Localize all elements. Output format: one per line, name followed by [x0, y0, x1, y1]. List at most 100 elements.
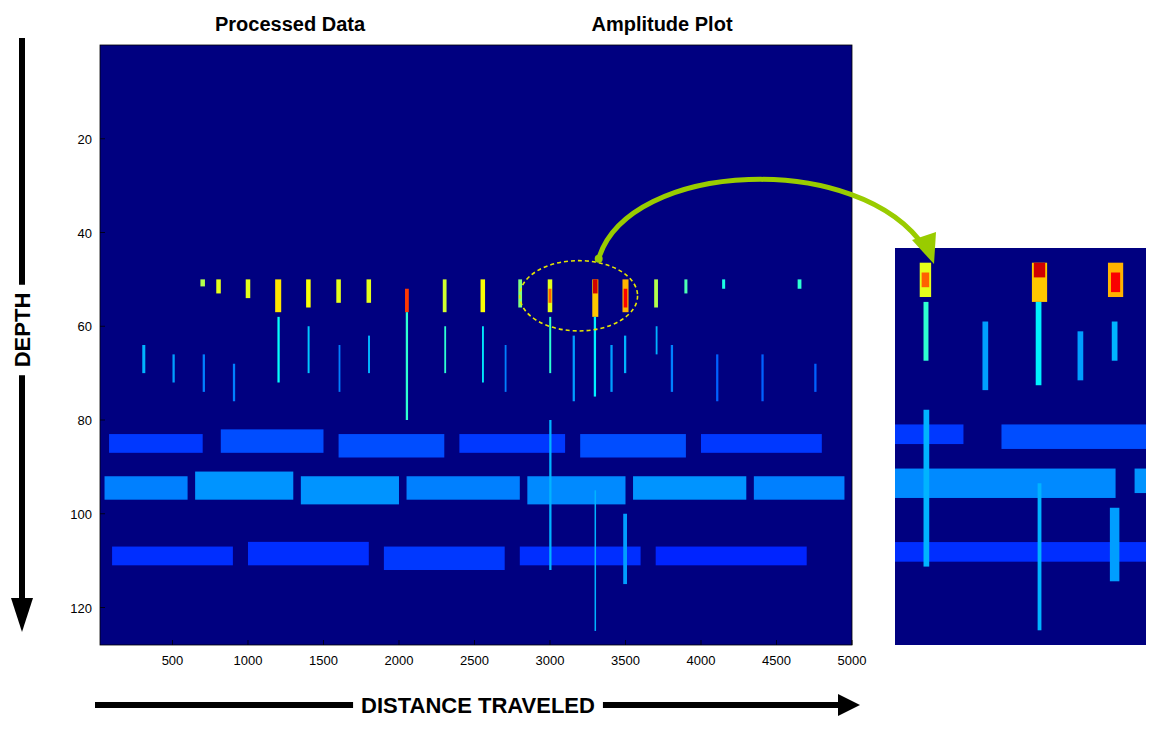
x-tick-label: 1000: [234, 653, 263, 668]
cell: [654, 279, 658, 307]
x-tick-label: 4500: [762, 653, 791, 668]
inset-cell: [1108, 263, 1123, 297]
cell: [549, 317, 551, 373]
cell: [142, 345, 145, 373]
x-tick: [474, 640, 475, 645]
zoom-arrow-head: [912, 232, 936, 264]
cell: [722, 279, 725, 288]
y-tick: [100, 232, 105, 233]
inset-cell: [1078, 331, 1084, 380]
inset-cell: [1001, 424, 1146, 449]
cell: [308, 326, 310, 373]
x-tick: [625, 640, 626, 645]
y-arrow-shaft: [19, 375, 25, 600]
cell: [368, 336, 370, 374]
cell: [549, 420, 551, 570]
cell: [407, 476, 520, 499]
cell: [172, 354, 174, 382]
inset-cell: [1032, 263, 1047, 302]
x-arrow-shaft: [95, 702, 353, 708]
cell: [754, 476, 845, 499]
y-tick: [100, 513, 105, 514]
y-arrow-head: [11, 598, 33, 632]
inset-cells: [895, 263, 1146, 631]
cell: [595, 490, 597, 631]
cell: [246, 279, 251, 298]
cell: [384, 547, 505, 570]
cell: [684, 279, 687, 293]
cell: [580, 434, 686, 457]
cell: [716, 354, 718, 401]
title: Processed Data: [215, 13, 366, 35]
cell: [624, 289, 628, 308]
highlight-ellipse: [520, 261, 638, 331]
cells: [105, 279, 845, 631]
y-tick-label: 60: [78, 319, 92, 334]
cell: [520, 547, 641, 566]
cell: [656, 547, 807, 566]
subtitle: Amplitude Plot: [591, 13, 732, 35]
cell: [548, 279, 553, 312]
y-tick: [100, 326, 105, 327]
cell: [339, 434, 445, 457]
cell: [336, 279, 341, 302]
cell: [624, 336, 626, 374]
x-tick-label: 5000: [838, 653, 867, 668]
cell: [798, 279, 802, 288]
cell: [248, 542, 369, 565]
plot-background: [100, 45, 852, 645]
cell: [275, 279, 281, 312]
inset-cell: [1038, 483, 1042, 630]
inset-cell: [920, 263, 931, 297]
x-tick-label: 1500: [309, 653, 338, 668]
cell: [593, 279, 598, 293]
cell: [623, 514, 627, 584]
zoom-arrow-start: [595, 255, 603, 263]
cell: [592, 279, 598, 317]
cell: [112, 547, 233, 566]
figure: 2040608010012050010001500200025003000350…: [0, 0, 1151, 742]
cell: [301, 476, 399, 504]
cell: [277, 317, 279, 383]
cell: [633, 476, 746, 499]
cell: [109, 434, 203, 453]
inset-cell: [1111, 273, 1120, 293]
inset-cell: [895, 542, 1146, 562]
x-axis-title: DISTANCE TRAVELED: [361, 693, 595, 718]
x-tick-label: 2000: [385, 653, 414, 668]
y-tick: [100, 420, 105, 421]
x-tick-label: 500: [162, 653, 184, 668]
cell: [701, 434, 822, 453]
x-tick: [172, 640, 173, 645]
y-arrow-shaft: [19, 38, 25, 285]
x-arrow-head: [838, 694, 860, 716]
x-tick: [398, 640, 399, 645]
inset-cell: [1036, 302, 1042, 385]
cell: [761, 354, 763, 401]
zoom-arrow: [599, 179, 925, 258]
cell: [405, 289, 409, 312]
cell: [548, 289, 551, 303]
y-tick-label: 100: [70, 507, 92, 522]
y-tick: [100, 607, 105, 608]
cell: [203, 354, 205, 392]
inset-cell: [1034, 263, 1045, 278]
cell: [814, 364, 816, 392]
x-tick: [700, 640, 701, 645]
cell: [306, 279, 311, 307]
x-tick-label: 3500: [611, 653, 640, 668]
x-tick-label: 4000: [687, 653, 716, 668]
cell: [406, 312, 408, 420]
y-tick-label: 120: [70, 601, 92, 616]
cell: [443, 279, 447, 312]
cell: [481, 279, 486, 312]
y-tick-label: 20: [78, 132, 92, 147]
x-arrow-shaft: [603, 702, 842, 708]
inset-cell: [924, 410, 930, 567]
inset-cell: [922, 273, 930, 288]
inset-cell: [895, 424, 963, 444]
cell: [339, 345, 341, 392]
inset-cell: [924, 302, 929, 361]
cell: [200, 279, 205, 286]
y-axis-title: DEPTH: [10, 293, 35, 368]
